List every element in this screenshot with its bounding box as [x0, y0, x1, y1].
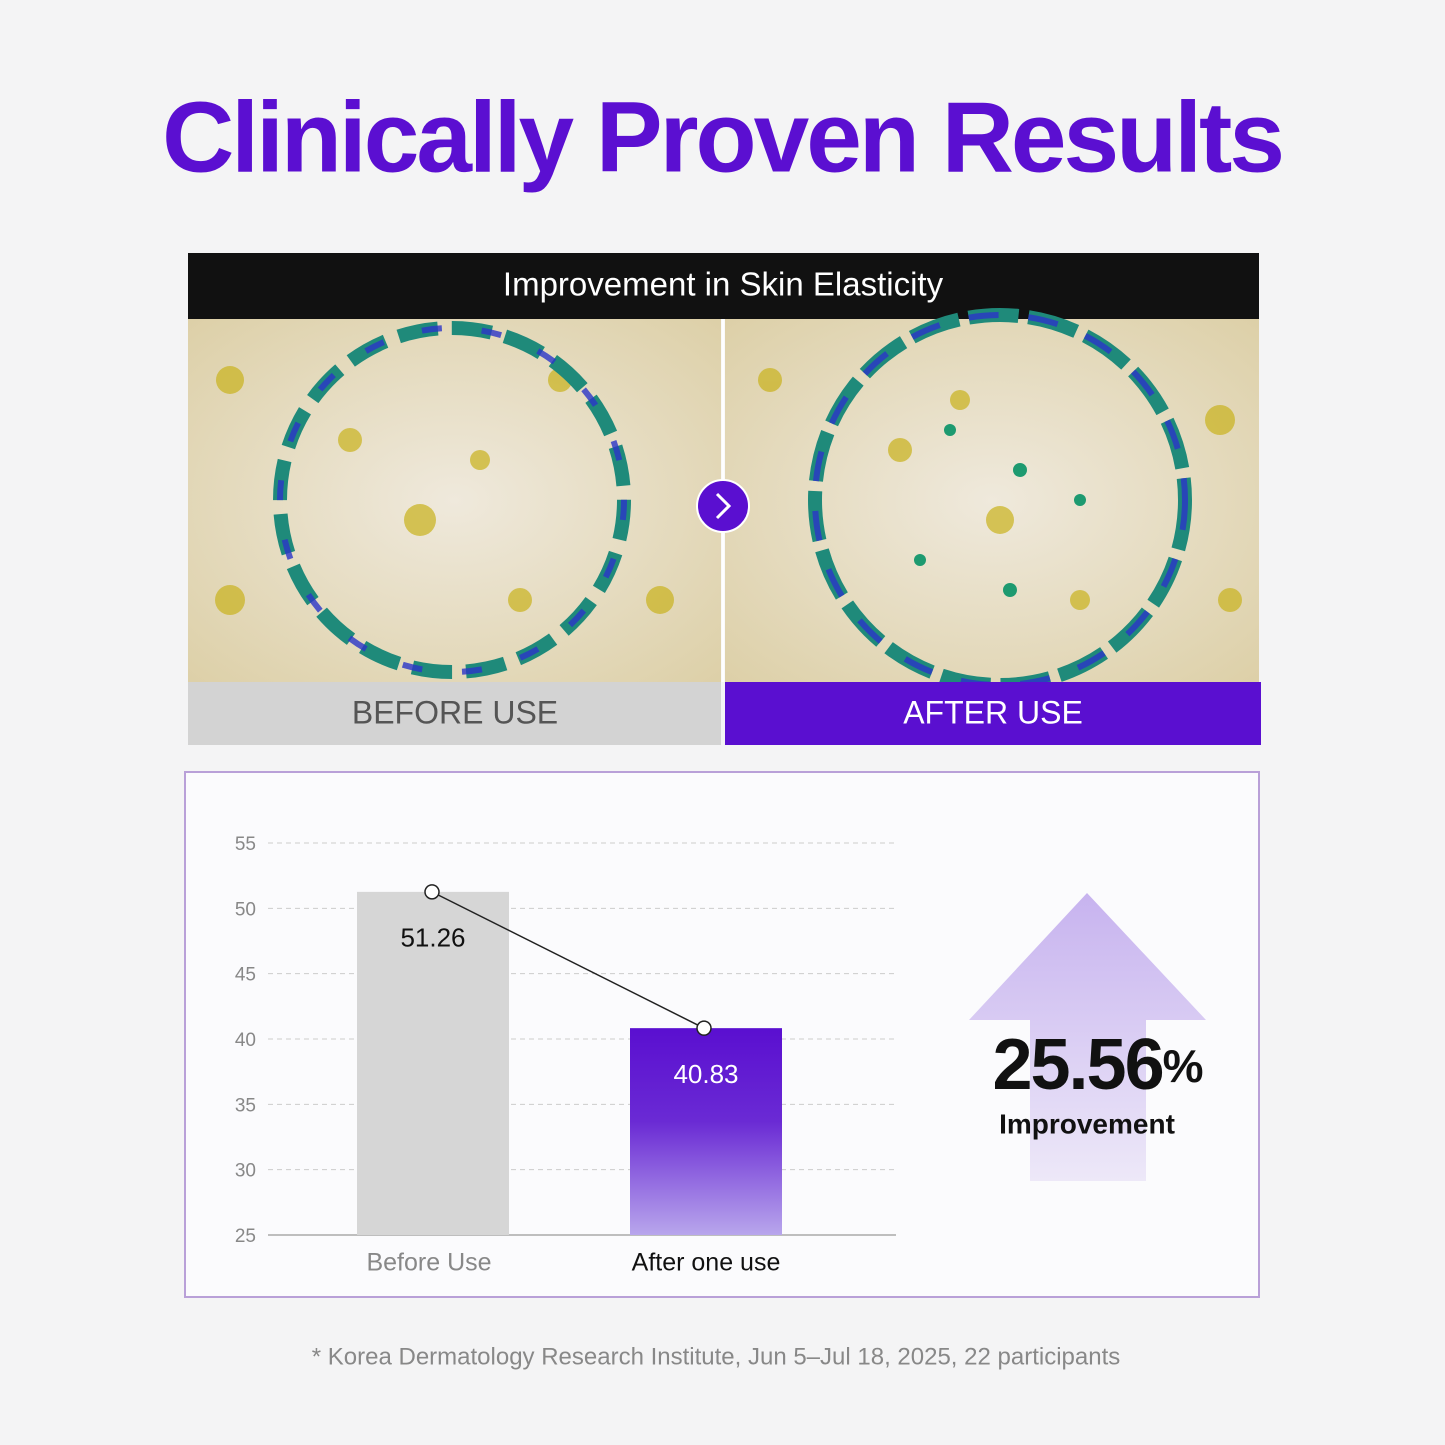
before-label-bg	[188, 682, 721, 745]
page-title: Clinically Proven Results	[162, 81, 1282, 193]
improvement-figure: 25.56%	[992, 1025, 1203, 1105]
y-tick-label: 55	[235, 834, 256, 855]
chevron-icon	[715, 492, 732, 520]
y-tick-label: 40	[235, 1030, 256, 1051]
point-marker	[424, 884, 440, 900]
after-photo	[725, 308, 1259, 692]
footnote: * Korea Dermatology Research Institute, …	[312, 1343, 1120, 1370]
value-label: 51.26	[400, 923, 465, 953]
after-label: AFTER USE	[903, 694, 1083, 730]
value-label: 40.83	[673, 1059, 738, 1089]
y-tick-label: 30	[235, 1161, 256, 1182]
chart: 25 30 35 40 45 50 55 Before Use After one use 51.…	[235, 834, 896, 1277]
y-tick-label: 45	[235, 965, 256, 986]
improvement-value: 25.56	[992, 1025, 1162, 1105]
panel-title: Improvement in Skin Elasticity	[503, 266, 944, 303]
next-arrow-button	[696, 479, 750, 533]
x-tick-label: After one use	[632, 1249, 781, 1277]
improvement-unit: %	[1163, 1040, 1204, 1092]
before-label: BEFORE USE	[352, 694, 558, 730]
before-photo	[188, 319, 721, 682]
improvement-label: Improvement	[999, 1108, 1175, 1139]
y-tick-label: 35	[235, 1095, 256, 1116]
panel-header	[188, 253, 1259, 319]
bar	[630, 1028, 782, 1235]
y-tick-label: 50	[235, 899, 256, 920]
point-marker	[696, 1020, 712, 1036]
y-tick-label: 25	[235, 1226, 256, 1247]
bar	[357, 891, 509, 1235]
after-label-bg	[725, 682, 1261, 745]
x-tick-label: Before Use	[366, 1249, 491, 1277]
trend-line	[431, 891, 705, 1029]
up-arrow	[969, 893, 1206, 1181]
